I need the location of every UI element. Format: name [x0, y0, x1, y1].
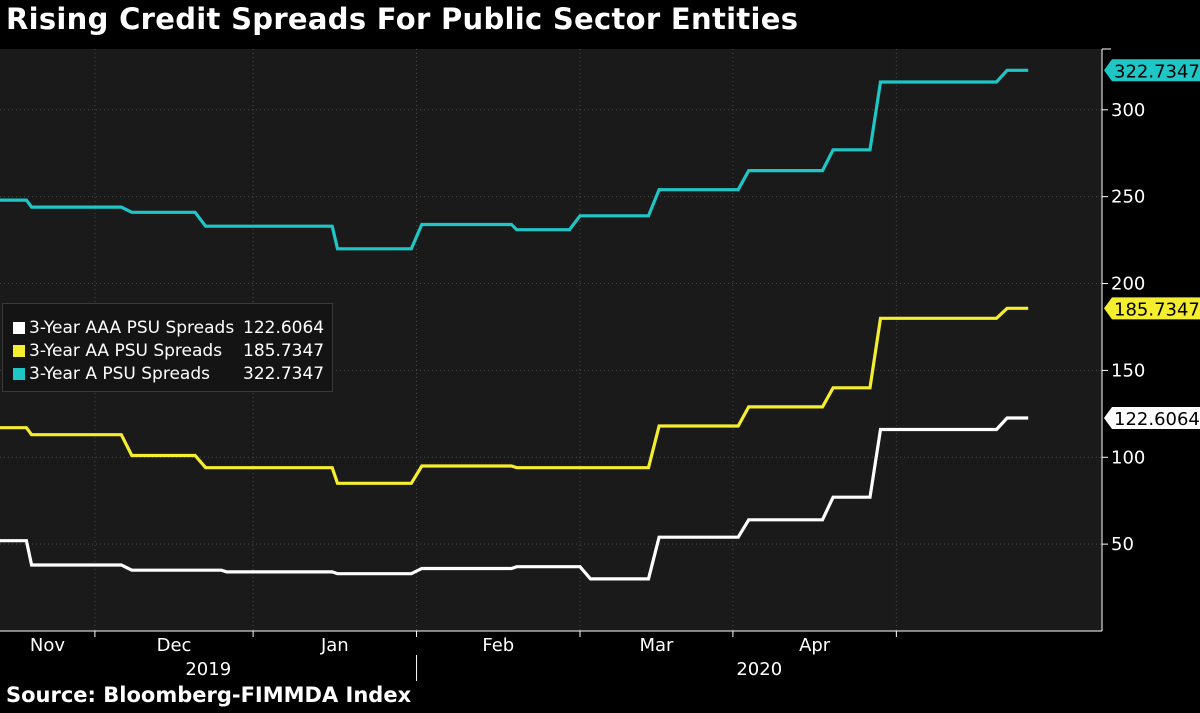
- x-tick-label: Feb: [482, 635, 514, 656]
- legend-label-a: 3-Year A PSU Spreads: [29, 363, 210, 384]
- last-value-tag-2: [1104, 59, 1200, 82]
- series-line-1: [0, 306, 1029, 485]
- y-tick-label: 150: [1111, 360, 1145, 381]
- chart-title: Rising Credit Spreads For Public Sector …: [6, 2, 799, 36]
- y-axis: 50 100 150 200 250 300: [1101, 48, 1145, 631]
- last-value-label-1: 185.7347: [1114, 299, 1200, 320]
- legend-swatch-aa: [13, 344, 25, 357]
- grid-lines: [0, 49, 1102, 631]
- legend: 3-Year AAA PSU Spreads 122.6064 3-Year A…: [2, 303, 333, 392]
- x-year-label: 2020: [736, 659, 782, 680]
- x-tick-label: Nov: [30, 635, 65, 656]
- y-tick-label: 300: [1111, 100, 1145, 121]
- y-tick-label: 100: [1111, 447, 1145, 468]
- legend-value-aaa: 122.6064: [243, 317, 325, 338]
- legend-item-aaa: 3-Year AAA PSU Spreads 122.6064: [13, 316, 332, 339]
- legend-swatch-aaa: [13, 321, 25, 334]
- legend-item-a: 3-Year A PSU Spreads 322.7347: [13, 362, 332, 385]
- y-tick-label: 250: [1111, 187, 1145, 208]
- series-line-2: [0, 68, 1029, 251]
- last-value-label-0: 122.6064: [1114, 409, 1200, 430]
- series-line-0: [0, 416, 1029, 581]
- last-value-tags: 122.6064 185.7347 322.7347: [1104, 59, 1200, 430]
- y-tick-label: 50: [1111, 534, 1134, 555]
- legend-value-a: 322.7347: [243, 363, 325, 384]
- x-axis: Nov Dec Jan Feb Mar Apr 2019 2020: [0, 630, 1102, 681]
- x-tick-label: Mar: [639, 635, 674, 656]
- series-lines: [0, 68, 1029, 581]
- last-value-label-2: 322.7347: [1114, 61, 1200, 82]
- y-tick-label: 200: [1111, 274, 1145, 295]
- source-note: Source: Bloomberg-FIMMDA Index: [6, 683, 412, 707]
- legend-item-aa: 3-Year AA PSU Spreads 185.7347: [13, 339, 332, 362]
- last-value-tag-0: [1104, 406, 1200, 429]
- legend-label-aa: 3-Year AA PSU Spreads: [29, 340, 223, 361]
- last-value-tag-1: [1104, 297, 1200, 320]
- x-tick-label: Jan: [320, 635, 349, 656]
- legend-label-aaa: 3-Year AAA PSU Spreads: [29, 317, 235, 338]
- legend-swatch-a: [13, 367, 25, 380]
- legend-value-aa: 185.7347: [243, 340, 325, 361]
- x-tick-label: Apr: [799, 635, 831, 656]
- x-tick-label: Dec: [157, 635, 192, 656]
- x-year-label: 2019: [185, 659, 231, 680]
